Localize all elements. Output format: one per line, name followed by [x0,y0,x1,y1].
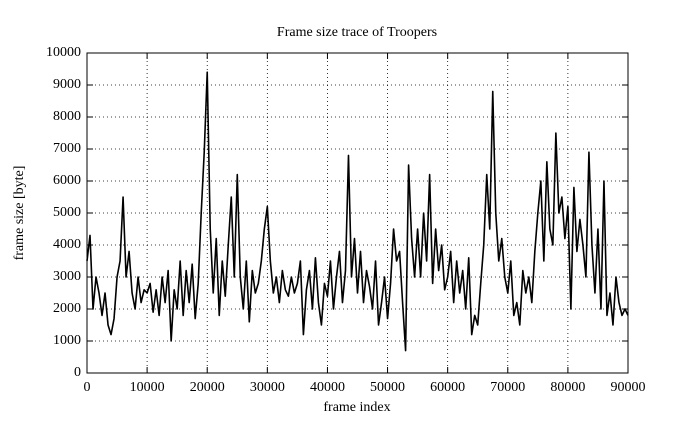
y-tick-label: 0 [74,365,81,380]
x-tick-label: 70000 [490,380,525,395]
y-tick-label: 5000 [53,205,81,220]
y-tick-label: 9000 [53,77,81,92]
plot-frame [86,52,629,374]
x-axis-label: frame index [323,400,390,415]
chart-title: Frame size trace of Troopers [277,25,437,40]
x-tick-label: 60000 [430,380,465,395]
y-tick-label: 2000 [53,301,81,316]
x-tick-label: 50000 [370,380,405,395]
y-tick-label: 7000 [53,141,81,156]
x-tick-label: 30000 [250,380,285,395]
x-tick-label: 40000 [310,380,345,395]
x-tick-label: 90000 [611,380,646,395]
x-tick-label: 0 [84,380,91,395]
y-tick-label: 3000 [53,269,81,284]
y-tick-label: 6000 [53,173,81,188]
x-tick-label: 20000 [190,380,225,395]
y-tick-label: 4000 [53,237,81,252]
y-axis-label: frame size [byte] [12,166,27,261]
y-tick-label: 10000 [46,45,81,60]
y-tick-label: 8000 [53,109,81,124]
y-tick-label: 1000 [53,333,81,348]
x-tick-label: 80000 [550,380,585,395]
x-tick-label: 10000 [130,380,165,395]
line-series [86,71,629,352]
